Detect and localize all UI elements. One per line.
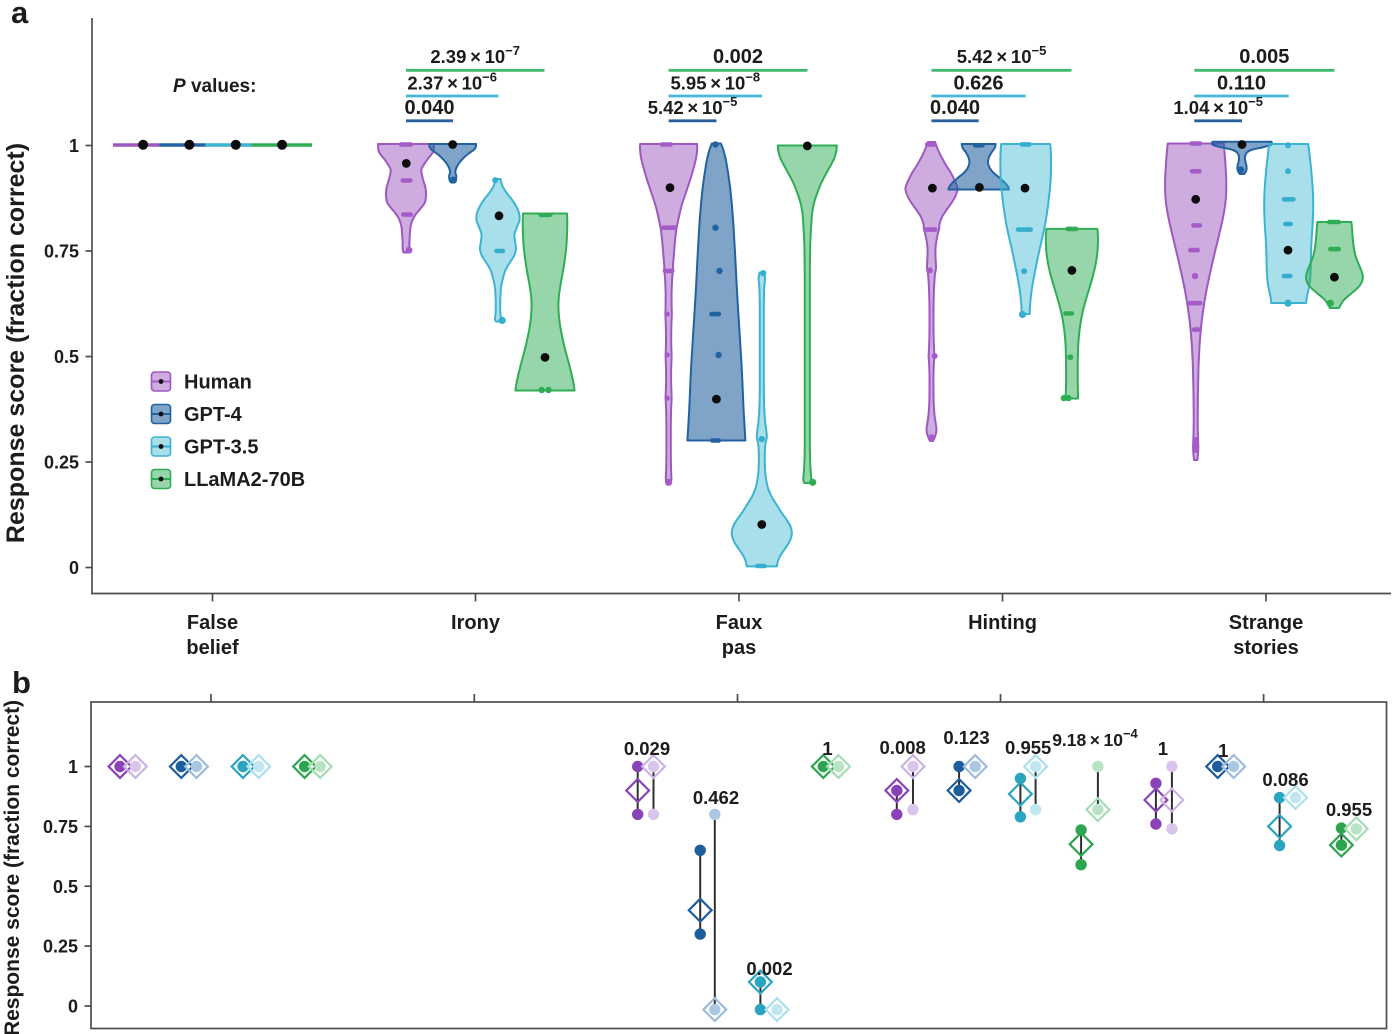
svg-text:0.040: 0.040 [930,97,980,119]
svg-text:Faux: Faux [716,612,763,634]
svg-text:5.42 × 10−5: 5.42 × 10−5 [648,94,738,118]
svg-text:Response score (fraction corre: Response score (fraction correct) [2,143,30,543]
svg-text:0.029: 0.029 [624,738,670,759]
svg-text:0.25: 0.25 [43,937,78,957]
svg-text:0.5: 0.5 [53,877,78,897]
svg-text:GPT-4: GPT-4 [184,404,243,426]
svg-text:0.123: 0.123 [943,727,989,748]
svg-text:5.42 × 10−5: 5.42 × 10−5 [957,43,1047,67]
svg-text:Irony: Irony [451,612,501,634]
svg-text:0.008: 0.008 [880,737,926,758]
svg-text:0.002: 0.002 [713,46,763,68]
svg-text:pas: pas [722,637,756,659]
svg-text:5.95 × 10−8: 5.95 × 10−8 [670,70,760,94]
svg-text:0.626: 0.626 [953,73,1003,95]
svg-text:0.955: 0.955 [1326,799,1372,820]
svg-text:2.37 × 10−6: 2.37 × 10−6 [407,70,497,94]
svg-text:0.462: 0.462 [693,787,739,808]
svg-text:1: 1 [822,738,832,759]
svg-text:belief: belief [186,637,239,659]
svg-text:1: 1 [1218,740,1228,761]
svg-text:GPT-3.5: GPT-3.5 [184,437,258,459]
svg-text:0: 0 [69,558,79,578]
svg-text:Strange: Strange [1229,612,1303,634]
svg-text:0.086: 0.086 [1262,769,1308,790]
svg-text:stories: stories [1233,637,1299,659]
svg-text:2.39 × 10−7: 2.39 × 10−7 [430,43,520,67]
svg-text:False: False [187,612,238,634]
svg-text:Response score (fraction corre: Response score (fraction correct) [1,700,24,1034]
svg-text:0.25: 0.25 [44,453,79,473]
svg-text:P values:: P values: [173,76,256,97]
svg-text:LLaMA2-70B: LLaMA2-70B [184,469,305,491]
svg-text:0.955: 0.955 [1005,737,1051,758]
svg-text:0.002: 0.002 [746,958,792,979]
svg-text:0.75: 0.75 [44,242,79,262]
svg-text:0: 0 [68,997,78,1017]
svg-text:0.75: 0.75 [43,817,78,837]
svg-text:Human: Human [184,372,252,394]
svg-text:9.18 × 10−4: 9.18 × 10−4 [1052,726,1138,750]
svg-text:a: a [11,0,29,30]
svg-text:1: 1 [68,757,78,777]
svg-text:0.110: 0.110 [1217,73,1266,95]
svg-text:1.04 × 10−5: 1.04 × 10−5 [1173,94,1263,118]
svg-text:0.040: 0.040 [404,97,454,119]
svg-text:Hinting: Hinting [968,612,1037,634]
svg-text:1: 1 [1158,738,1168,759]
svg-text:1: 1 [69,136,79,156]
svg-text:0.005: 0.005 [1239,46,1289,68]
svg-text:0.5: 0.5 [54,347,79,367]
svg-text:b: b [12,665,31,700]
